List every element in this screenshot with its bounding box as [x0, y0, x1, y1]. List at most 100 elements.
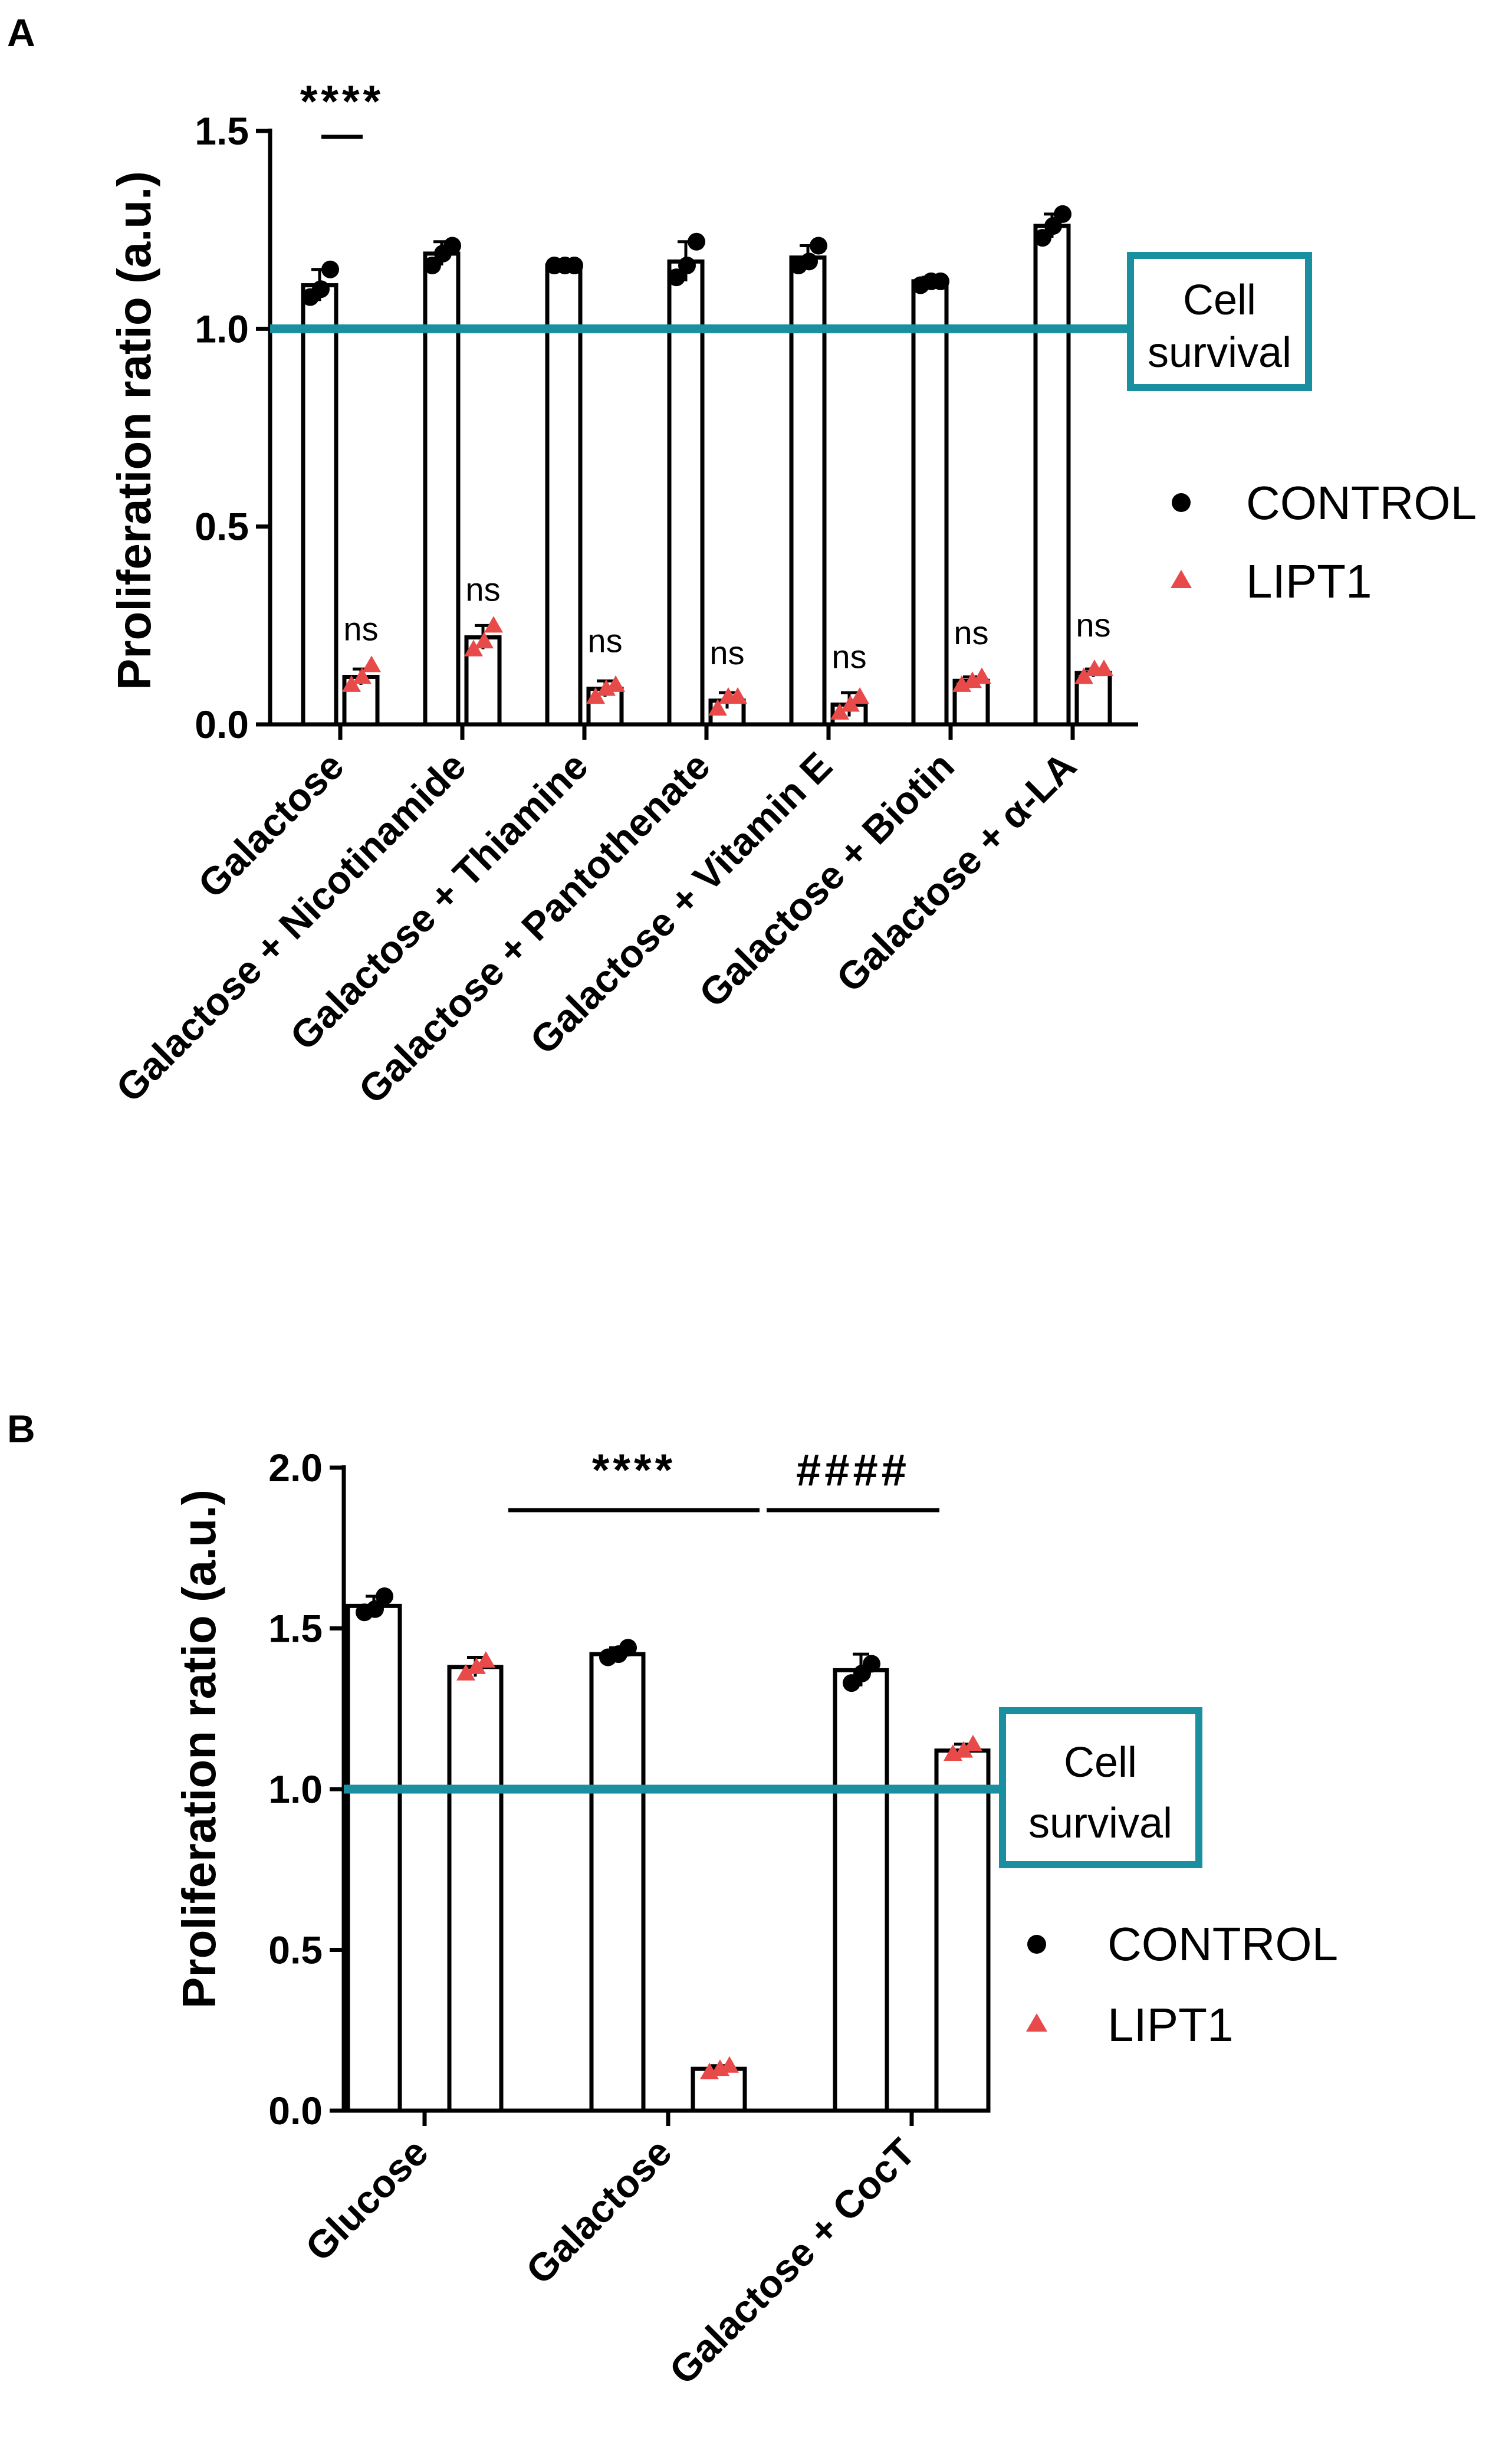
legend-control-label: CONTROL	[1246, 477, 1477, 529]
data-point-control	[800, 252, 818, 271]
data-point-lipt1	[964, 1734, 982, 1751]
data-point-lipt1	[456, 1664, 475, 1681]
data-point-control	[321, 260, 339, 278]
data-point-lipt1	[353, 667, 372, 684]
data-point-control	[366, 1600, 384, 1618]
y-tick-label: 1.0	[195, 307, 249, 350]
data-point-lipt1	[720, 2056, 739, 2073]
data-point-control	[678, 257, 696, 275]
significance-label: ****	[592, 1445, 676, 1495]
annotation-ns: ns	[465, 570, 500, 608]
data-point-lipt1	[954, 1741, 973, 1758]
x-category-label: Galactose	[517, 2130, 679, 2292]
bar-control	[1033, 224, 1071, 727]
panel-a-cell-survival-box: Cell survival	[1127, 252, 1312, 391]
data-point-lipt1	[342, 675, 361, 692]
x-category-label: Galactose + α-LA	[828, 744, 1084, 1000]
data-point-lipt1	[830, 703, 849, 720]
legend-lipt1-label: LIPT1	[1246, 555, 1372, 608]
bar-lipt1	[934, 1748, 991, 2113]
data-point-lipt1	[467, 1657, 486, 1674]
data-point-lipt1	[475, 632, 494, 649]
y-tick-label: 0.5	[268, 1928, 323, 1972]
bar-control	[301, 283, 338, 727]
data-point-lipt1	[484, 616, 503, 633]
cell-survival-box-frame	[999, 1707, 1202, 1868]
bar-control	[667, 259, 705, 727]
data-point-control	[423, 257, 441, 275]
data-point-control	[810, 237, 827, 255]
panel-b-plot: 0.0 0.5 1.0 1.5 2.0 Glucose GalactoseGalactose…	[268, 1445, 1002, 2393]
annotation-ns: ns	[1076, 606, 1110, 644]
data-point-lipt1	[708, 699, 727, 716]
legend-control-marker	[1027, 1935, 1046, 1954]
data-point-control	[863, 1655, 880, 1673]
annotation-ns: ns	[831, 638, 866, 675]
cell-survival-label-line2: survival	[1028, 1800, 1172, 1847]
data-point-control	[566, 257, 583, 275]
panel-b-legend: CONTROL LIPT1	[1026, 1918, 1338, 2051]
data-point-control	[688, 232, 705, 251]
data-point-lipt1	[841, 695, 860, 712]
x-category-label: Glucose	[297, 2130, 436, 2269]
data-point-control	[619, 1639, 637, 1657]
y-tick-label: 1.5	[268, 1607, 323, 1651]
y-tick-label: 2.0	[268, 1446, 323, 1489]
significance-label: ####	[796, 1445, 910, 1495]
bar-lipt1	[1074, 671, 1112, 727]
panel-b-y-axis-title: Proliferation ratio (a.u.)	[173, 1489, 225, 2009]
panel-b-label: B	[7, 1407, 35, 1451]
bar-control	[589, 1652, 646, 2113]
data-point-lipt1	[972, 667, 991, 684]
legend-control-marker	[1172, 493, 1191, 512]
bar-control	[833, 1668, 889, 2113]
data-point-lipt1	[1094, 660, 1113, 677]
data-point-lipt1	[464, 639, 483, 657]
annotation-ns: ns	[343, 611, 378, 648]
cell-survival-label-line1: Cell	[1064, 1739, 1137, 1786]
panel-a: A Proliferation ratio (a.u.) 0.0 0.5 1.0 1.…	[7, 11, 1477, 1112]
bar-lipt1	[447, 1665, 504, 2113]
panel-a-y-axis-title: Proliferation ratio (a.u.)	[108, 171, 160, 690]
y-tick-label: 1.5	[195, 109, 249, 153]
annotation-ns: ns	[954, 614, 988, 651]
significance-label: ****	[300, 77, 384, 127]
data-point-control	[668, 268, 685, 287]
bar-control	[911, 279, 949, 727]
data-point-control	[376, 1587, 393, 1605]
bar-control	[346, 1603, 402, 2113]
cell-survival-label-line1: Cell	[1183, 277, 1256, 324]
x-category-label: Galactose + CocT	[661, 2130, 923, 2393]
panel-b-cell-survival-box: Cell survival	[999, 1707, 1202, 1868]
y-tick-label: 1.0	[268, 1767, 323, 1811]
y-tick-label: 0.5	[195, 505, 249, 549]
annotation-ns: ns	[709, 634, 744, 671]
data-point-lipt1	[728, 687, 747, 704]
legend-lipt1-marker	[1026, 2013, 1047, 2032]
data-point-control	[1044, 216, 1062, 235]
data-point-lipt1	[362, 655, 381, 672]
cell-survival-label-line2: survival	[1148, 329, 1291, 376]
panel-b: B Proliferation ratio (a.u.) 0.0 0.5 1.0 1.…	[7, 1407, 1338, 2393]
data-point-lipt1	[476, 1651, 495, 1668]
y-tick-label: 0.0	[268, 2089, 323, 2132]
panel-a-label: A	[7, 11, 35, 54]
data-point-lipt1	[850, 687, 869, 704]
data-point-lipt1	[606, 675, 625, 692]
y-tick-label: 0.0	[195, 703, 249, 746]
bar-control	[423, 251, 461, 727]
cell-survival-box-frame	[1127, 252, 1312, 391]
bar-control	[545, 263, 583, 727]
data-point-lipt1	[586, 687, 605, 704]
data-point-control	[312, 280, 330, 298]
data-point-control	[443, 237, 461, 255]
legend-lipt1-marker	[1171, 570, 1192, 588]
legend-lipt1-label: LIPT1	[1107, 1999, 1233, 2051]
data-point-lipt1	[1074, 667, 1093, 684]
data-point-control	[1034, 229, 1051, 247]
legend-control-label: CONTROL	[1107, 1918, 1338, 1970]
annotation-ns: ns	[587, 622, 622, 660]
data-point-control	[932, 272, 949, 290]
